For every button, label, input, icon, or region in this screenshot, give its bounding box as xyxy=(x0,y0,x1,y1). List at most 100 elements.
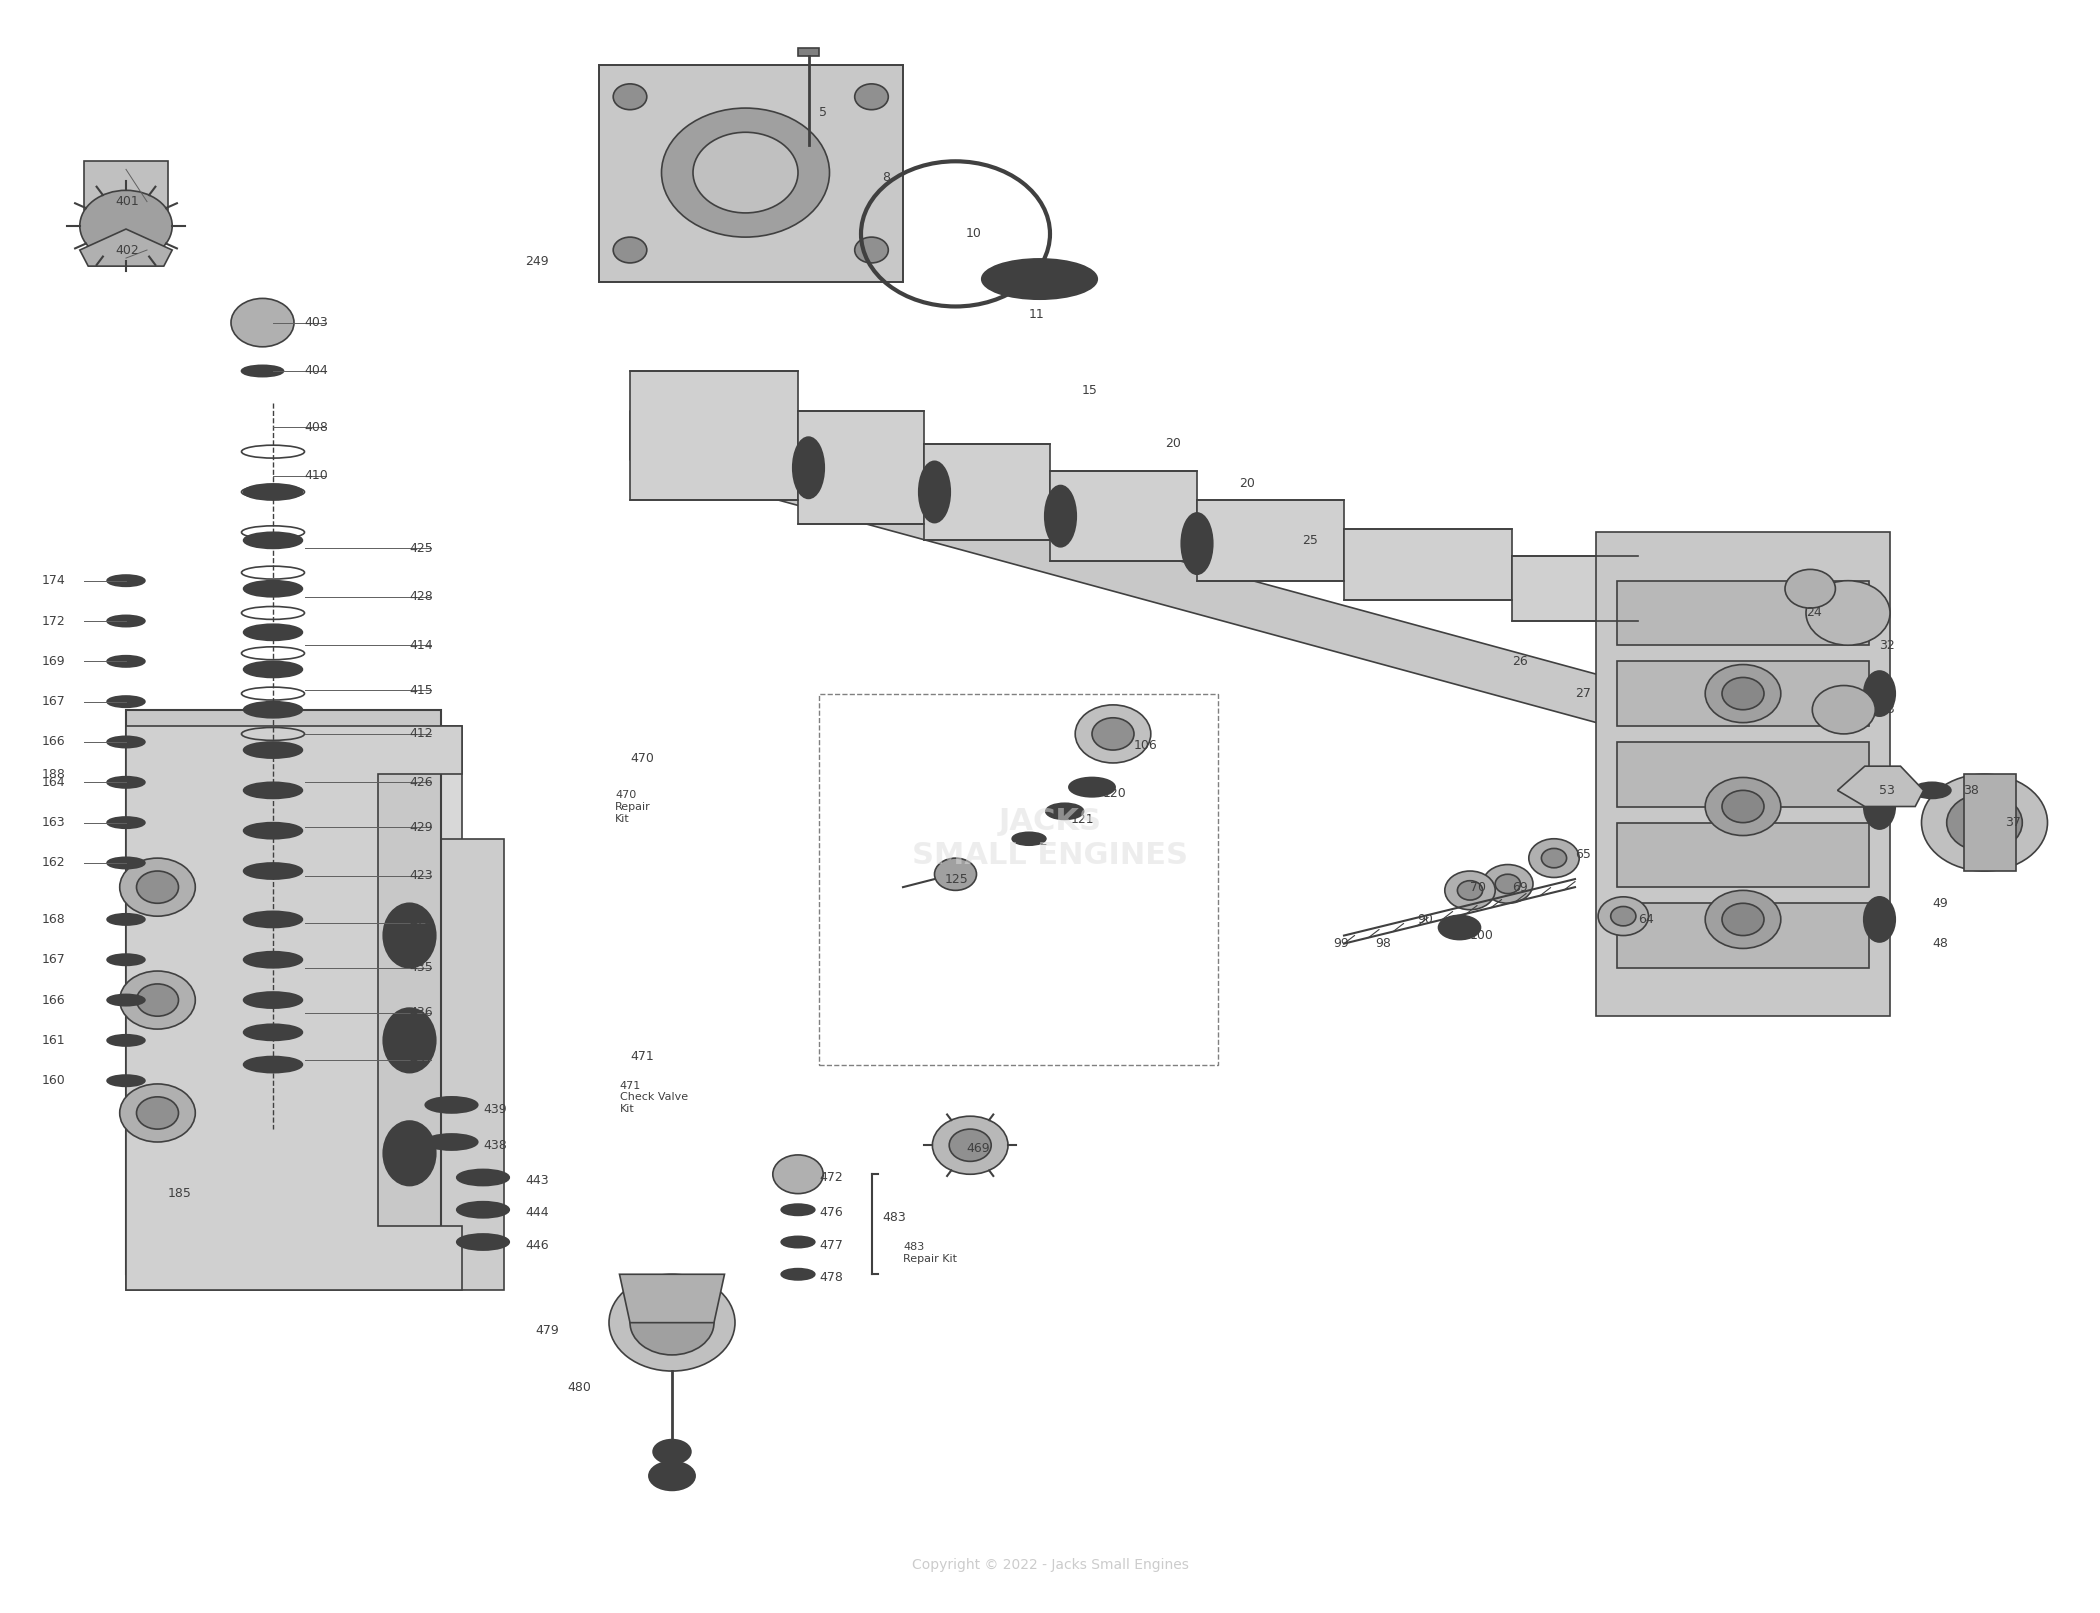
Ellipse shape xyxy=(107,913,145,924)
Circle shape xyxy=(1483,865,1533,903)
Text: 446: 446 xyxy=(525,1239,548,1252)
Circle shape xyxy=(630,1290,714,1355)
Text: 169: 169 xyxy=(42,655,65,668)
Text: 410: 410 xyxy=(304,469,328,482)
Ellipse shape xyxy=(107,1036,145,1045)
Ellipse shape xyxy=(1069,777,1115,797)
Circle shape xyxy=(231,298,294,347)
Text: 37: 37 xyxy=(2006,816,2022,829)
Text: 168: 168 xyxy=(42,913,65,926)
Text: 10: 10 xyxy=(966,227,983,240)
Text: 469: 469 xyxy=(966,1142,989,1155)
Ellipse shape xyxy=(781,1236,815,1248)
Text: 100: 100 xyxy=(1470,929,1493,942)
Circle shape xyxy=(662,108,830,237)
Polygon shape xyxy=(1617,581,1869,645)
Ellipse shape xyxy=(244,742,302,758)
Text: 64: 64 xyxy=(1638,913,1655,926)
Circle shape xyxy=(1722,903,1764,936)
Text: 163: 163 xyxy=(42,816,65,829)
Text: 164: 164 xyxy=(42,776,65,789)
Ellipse shape xyxy=(382,1008,437,1073)
Text: 423: 423 xyxy=(410,869,433,882)
Text: 160: 160 xyxy=(42,1074,65,1087)
Text: 483: 483 xyxy=(882,1211,905,1224)
Text: 69: 69 xyxy=(1512,881,1529,894)
Circle shape xyxy=(136,871,178,903)
Circle shape xyxy=(1611,907,1636,926)
Polygon shape xyxy=(1617,823,1869,887)
Polygon shape xyxy=(798,48,819,56)
Text: 401: 401 xyxy=(116,195,139,208)
Ellipse shape xyxy=(424,1097,479,1113)
Ellipse shape xyxy=(244,952,302,968)
Text: 106: 106 xyxy=(1134,739,1157,752)
Ellipse shape xyxy=(107,777,145,787)
Text: 161: 161 xyxy=(42,1034,65,1047)
Ellipse shape xyxy=(244,863,302,879)
Text: 5: 5 xyxy=(819,106,827,119)
Text: 249: 249 xyxy=(525,255,548,268)
Text: 437: 437 xyxy=(410,1053,433,1066)
Text: 478: 478 xyxy=(819,1271,842,1284)
Ellipse shape xyxy=(244,1024,302,1040)
Ellipse shape xyxy=(107,818,145,829)
Circle shape xyxy=(136,984,178,1016)
Circle shape xyxy=(1705,777,1781,836)
Ellipse shape xyxy=(983,260,1096,300)
Text: 185: 185 xyxy=(168,1187,191,1200)
Circle shape xyxy=(1445,871,1495,910)
Text: 480: 480 xyxy=(567,1381,590,1394)
Text: 122: 122 xyxy=(1025,836,1048,848)
Polygon shape xyxy=(1596,532,1890,1016)
Text: 414: 414 xyxy=(410,639,433,652)
Text: 38: 38 xyxy=(1964,784,1980,797)
Ellipse shape xyxy=(244,702,302,718)
Circle shape xyxy=(1495,874,1520,894)
Text: 444: 444 xyxy=(525,1207,548,1219)
Text: 20: 20 xyxy=(1166,437,1182,450)
Circle shape xyxy=(1457,881,1483,900)
Ellipse shape xyxy=(1865,784,1894,829)
Polygon shape xyxy=(630,411,1638,734)
Circle shape xyxy=(120,1084,195,1142)
Ellipse shape xyxy=(781,1203,815,1216)
Ellipse shape xyxy=(244,823,302,839)
Ellipse shape xyxy=(107,955,145,965)
Circle shape xyxy=(773,1155,823,1194)
Text: 65: 65 xyxy=(1575,848,1592,861)
Text: 408: 408 xyxy=(304,421,328,434)
Text: 438: 438 xyxy=(483,1139,506,1152)
Circle shape xyxy=(1705,890,1781,948)
Text: 439: 439 xyxy=(483,1103,506,1116)
Polygon shape xyxy=(1617,742,1869,806)
Circle shape xyxy=(1705,665,1781,723)
Text: 49: 49 xyxy=(1932,897,1949,910)
Ellipse shape xyxy=(244,911,302,927)
Polygon shape xyxy=(1964,774,2016,871)
Ellipse shape xyxy=(107,616,145,626)
Ellipse shape xyxy=(794,437,823,498)
Ellipse shape xyxy=(1913,782,1951,798)
Circle shape xyxy=(949,1129,991,1161)
Ellipse shape xyxy=(107,736,145,747)
Text: 98: 98 xyxy=(1376,937,1392,950)
Ellipse shape xyxy=(1180,513,1214,574)
Ellipse shape xyxy=(1046,803,1084,819)
Ellipse shape xyxy=(244,624,302,640)
Ellipse shape xyxy=(649,1461,695,1490)
Circle shape xyxy=(1075,705,1151,763)
Circle shape xyxy=(693,132,798,213)
Text: 162: 162 xyxy=(42,857,65,869)
Polygon shape xyxy=(126,710,441,1274)
Ellipse shape xyxy=(382,903,437,968)
Ellipse shape xyxy=(244,1057,302,1073)
Text: 404: 404 xyxy=(304,365,328,377)
Text: 24: 24 xyxy=(1806,606,1823,619)
Ellipse shape xyxy=(1438,916,1480,939)
Text: 167: 167 xyxy=(42,695,65,708)
Bar xyxy=(819,694,1218,1065)
Text: 424: 424 xyxy=(410,916,433,929)
Text: 125: 125 xyxy=(945,873,968,886)
Text: 20: 20 xyxy=(1239,477,1256,490)
